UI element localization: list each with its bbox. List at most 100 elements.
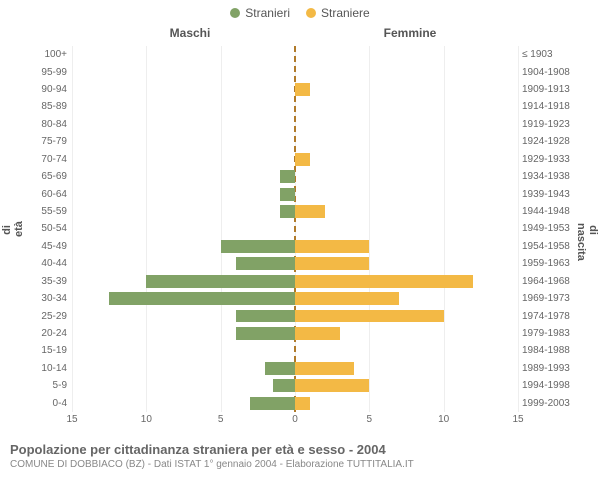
birth-label: 1964-1968	[522, 276, 580, 287]
legend-item-stranieri: Stranieri	[230, 6, 290, 20]
population-pyramid-chart: Maschi Femmine Fasce di età Anni di nasc…	[0, 20, 600, 440]
bar-male	[280, 205, 295, 218]
bar-male	[221, 240, 295, 253]
bar-female	[295, 327, 340, 340]
age-label: 65-69	[27, 171, 67, 182]
chart-title: Popolazione per cittadinanza straniera p…	[10, 442, 590, 457]
age-label: 10-14	[27, 363, 67, 374]
age-row: 90-941909-1913	[72, 81, 518, 98]
female-half	[295, 98, 518, 115]
female-half	[295, 116, 518, 133]
age-label: 85-89	[27, 101, 67, 112]
age-row: 80-841919-1923	[72, 116, 518, 133]
age-row: 95-991904-1908	[72, 63, 518, 80]
header-femmine: Femmine	[300, 26, 520, 40]
male-half	[72, 46, 295, 63]
age-row: 65-691934-1938	[72, 168, 518, 185]
age-row: 35-391964-1968	[72, 272, 518, 289]
legend-item-straniere: Straniere	[306, 6, 370, 20]
birth-label: 1944-1948	[522, 206, 580, 217]
age-row: 85-891914-1918	[72, 98, 518, 115]
male-half	[72, 272, 295, 289]
birth-label: 1979-1983	[522, 328, 580, 339]
x-tick: 10	[141, 414, 152, 425]
age-label: 70-74	[27, 154, 67, 165]
birth-label: 1914-1918	[522, 101, 580, 112]
age-label: 30-34	[27, 293, 67, 304]
male-half	[72, 220, 295, 237]
male-half	[72, 342, 295, 359]
column-headers: Maschi Femmine	[80, 26, 520, 40]
female-half	[295, 168, 518, 185]
birth-label: 1904-1908	[522, 67, 580, 78]
male-half	[72, 307, 295, 324]
birth-label: 1999-2003	[522, 398, 580, 409]
age-row: 75-791924-1928	[72, 133, 518, 150]
female-half	[295, 394, 518, 411]
age-row: 5-91994-1998	[72, 377, 518, 394]
legend-swatch	[230, 8, 240, 18]
age-label: 95-99	[27, 67, 67, 78]
female-half	[295, 325, 518, 342]
male-half	[72, 185, 295, 202]
bar-male	[236, 327, 295, 340]
female-half	[295, 272, 518, 289]
birth-label: 1929-1933	[522, 154, 580, 165]
x-tick: 5	[367, 414, 373, 425]
birth-label: 1969-1973	[522, 293, 580, 304]
legend: Stranieri Straniere	[0, 0, 600, 20]
female-half	[295, 81, 518, 98]
birth-label: 1959-1963	[522, 258, 580, 269]
x-tick: 10	[438, 414, 449, 425]
birth-label: 1984-1988	[522, 345, 580, 356]
bar-male	[265, 362, 295, 375]
gridline	[518, 46, 519, 412]
male-half	[72, 360, 295, 377]
legend-swatch	[306, 8, 316, 18]
birth-label: 1919-1923	[522, 119, 580, 130]
bar-male	[109, 292, 295, 305]
bar-female	[295, 292, 399, 305]
legend-label: Stranieri	[245, 6, 290, 20]
bar-female	[295, 362, 354, 375]
chart-source: COMUNE DI DOBBIACO (BZ) - Dati ISTAT 1° …	[10, 459, 590, 470]
x-tick: 15	[512, 414, 523, 425]
male-half	[72, 238, 295, 255]
female-half	[295, 220, 518, 237]
male-half	[72, 394, 295, 411]
male-half	[72, 98, 295, 115]
bar-male	[146, 275, 295, 288]
age-row: 50-541949-1953	[72, 220, 518, 237]
bar-male	[280, 188, 295, 201]
age-label: 60-64	[27, 189, 67, 200]
bar-female	[295, 310, 444, 323]
birth-label: ≤ 1903	[522, 49, 580, 60]
legend-label: Straniere	[321, 6, 370, 20]
female-half	[295, 238, 518, 255]
female-half	[295, 342, 518, 359]
age-row: 30-341969-1973	[72, 290, 518, 307]
bar-male	[236, 257, 295, 270]
age-label: 40-44	[27, 258, 67, 269]
male-half	[72, 133, 295, 150]
age-label: 5-9	[27, 380, 67, 391]
age-label: 90-94	[27, 84, 67, 95]
birth-label: 1924-1928	[522, 136, 580, 147]
female-half	[295, 360, 518, 377]
age-row: 0-41999-2003	[72, 394, 518, 411]
male-half	[72, 151, 295, 168]
female-half	[295, 203, 518, 220]
female-half	[295, 185, 518, 202]
age-label: 45-49	[27, 241, 67, 252]
bar-male	[236, 310, 295, 323]
age-row: 45-491954-1958	[72, 238, 518, 255]
age-label: 0-4	[27, 398, 67, 409]
birth-label: 1954-1958	[522, 241, 580, 252]
female-half	[295, 377, 518, 394]
y-axis-label-left: Fasce di età	[0, 223, 25, 237]
chart-rows: 100+≤ 190395-991904-190890-941909-191385…	[72, 46, 518, 412]
age-label: 35-39	[27, 276, 67, 287]
female-half	[295, 133, 518, 150]
age-row: 10-141989-1993	[72, 360, 518, 377]
x-tick: 5	[218, 414, 224, 425]
